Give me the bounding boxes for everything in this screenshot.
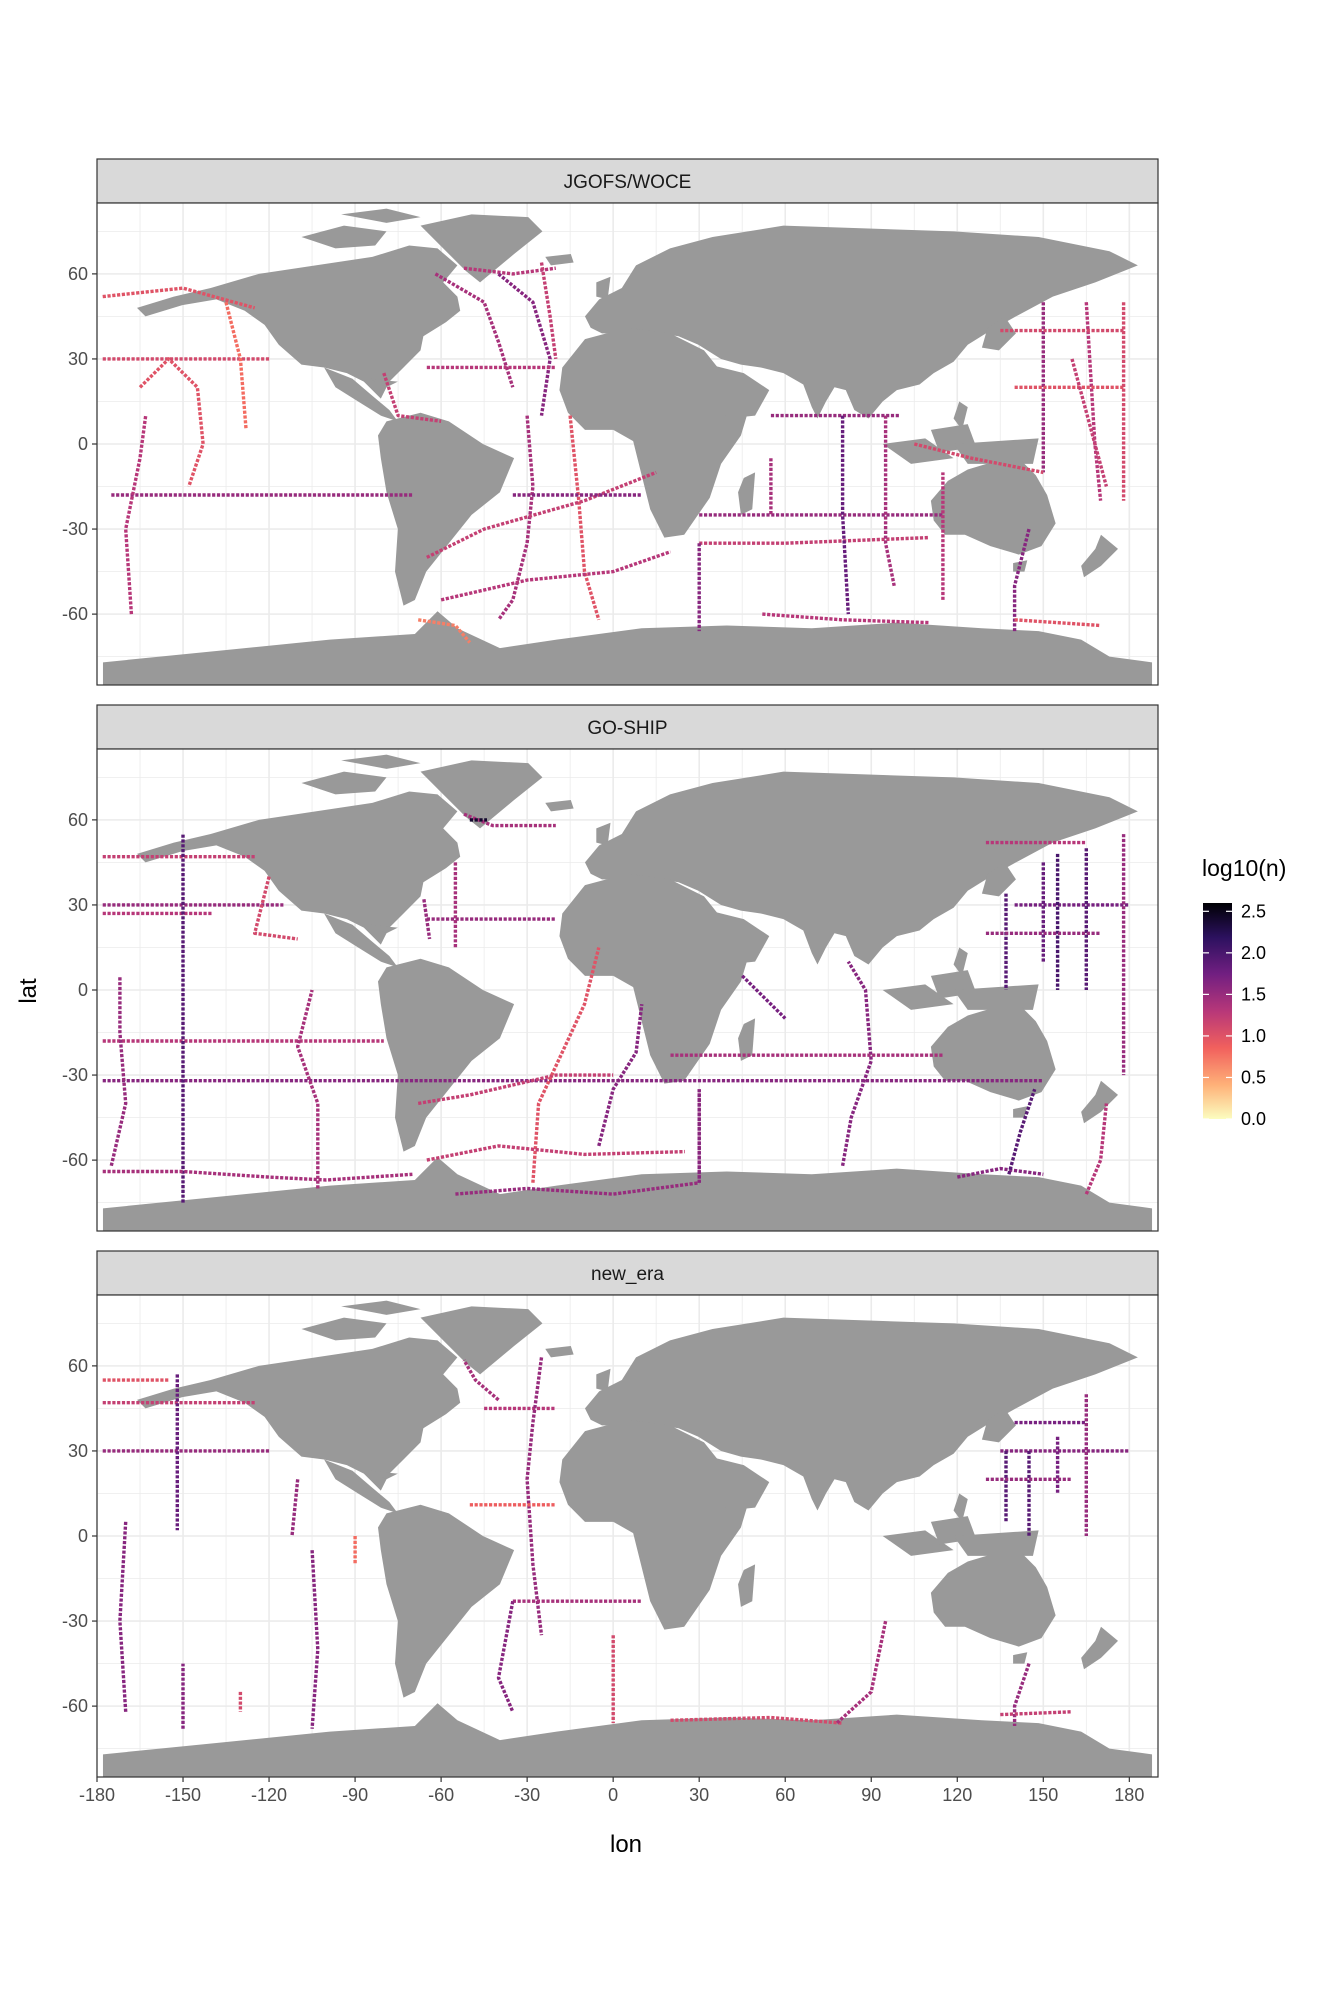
- observation-cells: [102, 262, 1126, 644]
- y-tick-label: -30: [62, 1065, 88, 1085]
- legend-ticks: 2.5 2.0 1.5 1.0 0.5 0.0: [1203, 901, 1266, 1129]
- x-axis-title: lon: [610, 1831, 642, 1858]
- x-tick-label: 30: [689, 1785, 709, 1805]
- observation-track: [102, 1169, 413, 1182]
- facet-panel: JGOFS/WOCE 60 30 0 -30 -60: [62, 158, 1159, 686]
- y-tick-label: 30: [68, 349, 88, 369]
- observation-track: [496, 1600, 515, 1713]
- observation-track: [883, 415, 896, 587]
- x-tick-label: -90: [342, 1785, 368, 1805]
- observation-track: [434, 272, 515, 388]
- observation-track: [426, 1144, 685, 1162]
- observation-track: [463, 812, 556, 828]
- y-tick-label: 0: [78, 1526, 88, 1546]
- observation-track: [762, 612, 929, 625]
- x-tick-label: -120: [251, 1785, 287, 1805]
- observation-track: [109, 975, 128, 1167]
- facet-panels: JGOFS/WOCE60300-30-60GO-SHIP60300-30-60n…: [62, 158, 1159, 1805]
- observation-cells: [102, 1357, 1130, 1729]
- y-tick-label: -30: [62, 519, 88, 539]
- observation-cells: [102, 812, 1130, 1203]
- observation-track: [382, 372, 442, 423]
- y-tick-label: -60: [62, 1696, 88, 1716]
- legend-title: log10(n): [1202, 855, 1286, 881]
- facet-label: JGOFS/WOCE: [564, 172, 692, 193]
- observation-track: [118, 1521, 128, 1712]
- y-tick-label: 60: [68, 264, 88, 284]
- observation-track: [1070, 358, 1109, 487]
- y-tick-label: 60: [68, 810, 88, 830]
- observation-track: [1007, 1088, 1037, 1175]
- observation-track: [525, 1357, 544, 1636]
- observation-track: [956, 1166, 1044, 1179]
- observation-track: [531, 947, 601, 1183]
- x-tick-label: -30: [514, 1785, 540, 1805]
- facet-label: GO-SHIP: [587, 718, 667, 739]
- observation-track: [741, 974, 787, 1020]
- y-tick-label: 30: [68, 895, 88, 915]
- observation-track: [224, 301, 248, 430]
- facet-strip: [96, 704, 1159, 750]
- observation-track: [597, 1004, 644, 1147]
- x-axis: -180 -150 -120 -90 -60 -30 0 30 60 90 120 150 180: [79, 1777, 1144, 1805]
- y-tick-label: -60: [62, 604, 88, 624]
- observation-track: [1084, 1103, 1109, 1195]
- legend-tick-label: 2.5: [1241, 901, 1266, 921]
- observation-track: [123, 415, 148, 615]
- observation-track: [539, 262, 558, 360]
- observation-track: [840, 415, 850, 615]
- observation-track: [1012, 528, 1031, 632]
- legend-tick-label: 2.0: [1241, 943, 1266, 963]
- y-tick-label: 0: [78, 434, 88, 454]
- y-tick-label: 60: [68, 1356, 88, 1376]
- x-tick-label: 90: [861, 1785, 881, 1805]
- observation-track: [440, 550, 672, 602]
- observation-track: [252, 876, 298, 941]
- legend-tick-label: 0.5: [1241, 1067, 1266, 1087]
- x-tick-label: -180: [79, 1785, 115, 1805]
- observation-track: [1000, 1710, 1073, 1717]
- observation-track: [422, 899, 432, 940]
- x-tick-label: -150: [165, 1785, 201, 1805]
- observation-track: [138, 357, 205, 488]
- observation-track: [835, 1620, 888, 1725]
- y-tick-label: 30: [68, 1441, 88, 1461]
- observation-track: [568, 415, 601, 621]
- y-tick-label: 0: [78, 980, 88, 1000]
- observation-track: [1012, 1663, 1031, 1726]
- y-tick-label: -30: [62, 1611, 88, 1631]
- legend-colorbar: [1203, 903, 1232, 1119]
- facet-panel: new_era 60 30 0 -30 -60: [62, 1250, 1159, 1778]
- y-axis-title: lat: [15, 978, 42, 1004]
- x-tick-label: 60: [775, 1785, 795, 1805]
- observation-track: [455, 1181, 700, 1196]
- observation-track: [426, 470, 657, 559]
- x-tick-label: 180: [1114, 1785, 1144, 1805]
- color-legend: log10(n) 2.5 2.0 1.5 1.0 0.5 0.0: [1202, 855, 1286, 1129]
- facet-strip: [96, 158, 1159, 204]
- observation-track: [296, 989, 320, 1189]
- facet-label: new_era: [591, 1264, 664, 1285]
- x-tick-label: 120: [942, 1785, 972, 1805]
- observation-track: [497, 415, 535, 621]
- facet-strip: [96, 1250, 1159, 1296]
- y-tick-label: -60: [62, 1150, 88, 1170]
- legend-tick-label: 1.0: [1241, 1026, 1266, 1046]
- observation-track: [417, 618, 472, 644]
- x-tick-label: -60: [428, 1785, 454, 1805]
- legend-tick-label: 1.5: [1241, 984, 1266, 1004]
- legend-tick-label: 0.0: [1241, 1109, 1266, 1129]
- observation-track: [102, 286, 256, 310]
- observation-track: [913, 442, 1044, 475]
- observation-track: [462, 1359, 500, 1402]
- x-tick-label: 0: [608, 1785, 618, 1805]
- observation-track: [417, 1073, 614, 1106]
- x-tick-label: 150: [1028, 1785, 1058, 1805]
- facet-panel: GO-SHIP 60 30 0 -30 -60: [62, 704, 1159, 1232]
- observation-track: [497, 272, 552, 416]
